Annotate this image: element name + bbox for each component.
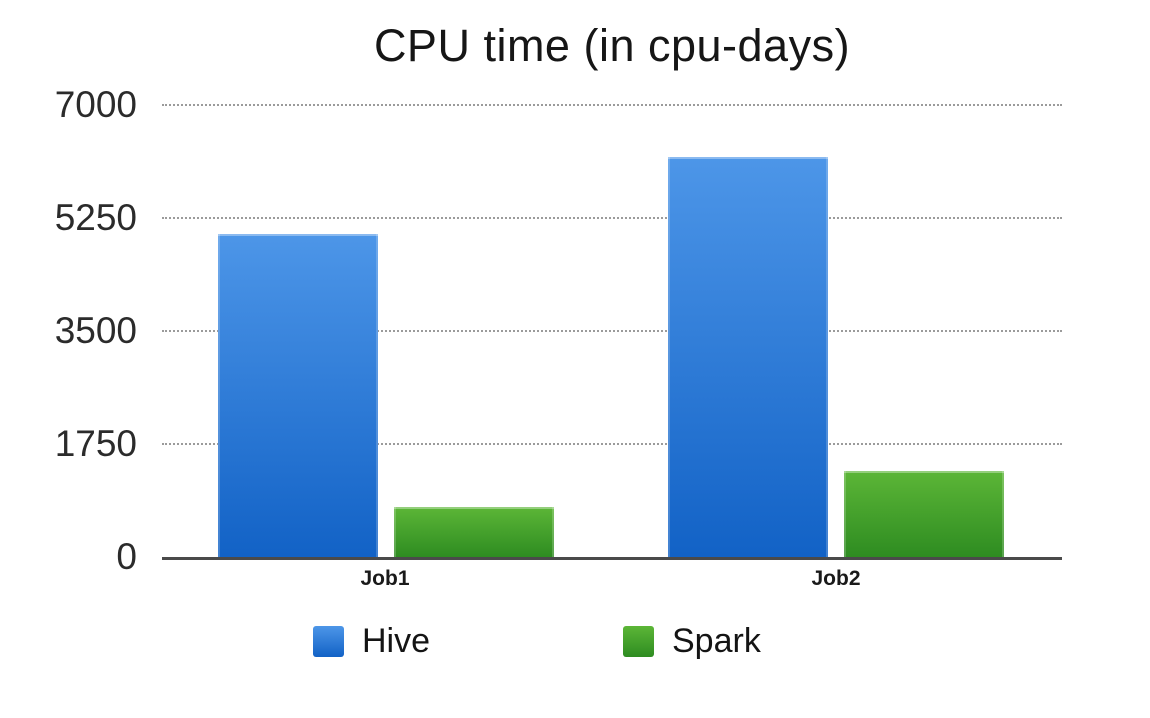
legend-swatch-spark (623, 625, 654, 657)
bar-spark-job2 (844, 471, 1004, 557)
bar-group-job1 (218, 234, 554, 557)
legend-label: Hive (362, 622, 431, 660)
bar-spark-job1 (394, 506, 554, 557)
bar-hive-job1 (218, 234, 378, 557)
legend-item-spark: Spark (623, 624, 761, 658)
legend-item-hive: Hive (313, 624, 430, 658)
bar-hive-job2 (668, 156, 828, 557)
y-axis-tick-label: 3500 (54, 310, 137, 351)
gridline (162, 330, 1062, 332)
gridline (162, 104, 1062, 106)
plot-area (162, 104, 1062, 560)
y-axis-tick-label: 7000 (54, 84, 137, 125)
y-axis-tick-label: 0 (116, 536, 137, 577)
chart-title: CPU time (in cpu-days) (373, 20, 851, 71)
gridline (162, 443, 1062, 445)
x-axis-label: Job2 (811, 567, 861, 590)
legend-label: Spark (672, 622, 761, 660)
x-axis-label: Job1 (360, 567, 410, 590)
bar-group-job2 (668, 156, 1004, 557)
legend-swatch-hive (313, 625, 344, 657)
y-axis-tick-label: 5250 (54, 197, 137, 238)
y-axis-tick-label: 1750 (54, 423, 137, 464)
gridline (162, 217, 1062, 219)
